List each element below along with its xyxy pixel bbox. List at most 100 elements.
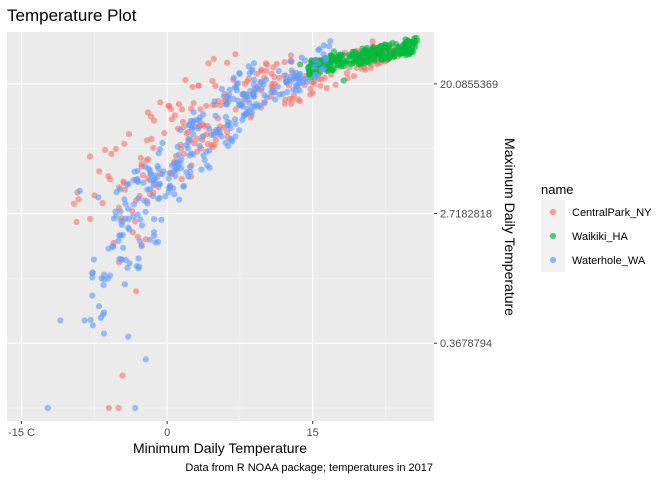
data-point-centralpark-ny: [195, 82, 202, 89]
data-point-centralpark-ny: [258, 66, 265, 73]
data-point-waterhole-wa: [150, 182, 157, 189]
data-point-waterhole-wa: [154, 163, 161, 170]
data-point-centralpark-ny: [168, 116, 176, 123]
data-point-waterhole-wa: [138, 243, 145, 250]
data-point-waterhole-wa: [118, 221, 125, 228]
data-point-centralpark-ny: [143, 157, 150, 164]
data-point-centralpark-ny: [271, 73, 278, 80]
data-point-waterhole-wa: [320, 51, 327, 58]
data-point-centralpark-ny: [350, 73, 357, 80]
data-point-waterhole-wa: [325, 43, 333, 50]
data-point-waterhole-wa: [95, 303, 103, 310]
data-point-centralpark-ny: [183, 130, 190, 137]
data-point-centralpark-ny: [190, 100, 197, 107]
data-point-centralpark-ny: [133, 288, 140, 295]
data-point-waterhole-wa: [134, 211, 141, 218]
data-point-waterhole-wa: [126, 226, 133, 233]
data-point-centralpark-ny: [318, 76, 325, 83]
data-point-waterhole-wa: [206, 125, 213, 132]
data-point-waikiki-ha: [329, 67, 336, 74]
data-point-waikiki-ha: [384, 45, 391, 52]
data-point-waterhole-wa: [294, 81, 301, 88]
data-point-waterhole-wa: [130, 201, 137, 208]
x-axis-label: Minimum Daily Temperature: [133, 440, 307, 456]
data-point-centralpark-ny: [75, 196, 82, 203]
data-point-waterhole-wa: [296, 87, 303, 94]
data-point-centralpark-ny: [121, 140, 128, 147]
data-point-centralpark-ny: [308, 79, 315, 86]
data-point-centralpark-ny: [287, 52, 295, 59]
data-point-waterhole-wa: [173, 159, 180, 166]
data-point-waterhole-wa: [100, 309, 108, 316]
data-point-waterhole-wa: [125, 215, 132, 222]
data-point-centralpark-ny: [217, 102, 224, 109]
data-point-waterhole-wa: [124, 181, 131, 188]
data-point-waikiki-ha: [305, 63, 312, 70]
chart-caption: Data from R NOAA package; temperatures i…: [185, 462, 433, 474]
data-point-waterhole-wa: [246, 99, 253, 106]
data-point-waterhole-wa: [288, 67, 295, 74]
data-point-centralpark-ny: [323, 84, 330, 92]
data-point-centralpark-ny: [343, 70, 350, 77]
data-point-centralpark-ny: [189, 83, 196, 90]
data-point-waikiki-ha: [404, 38, 412, 45]
data-point-centralpark-ny: [224, 59, 231, 66]
data-point-waterhole-wa: [95, 194, 102, 201]
data-point-waterhole-wa: [125, 205, 132, 212]
data-point-centralpark-ny: [157, 99, 164, 106]
data-point-centralpark-ny: [144, 109, 152, 116]
data-point-centralpark-ny: [137, 154, 144, 161]
data-point-waterhole-wa: [159, 139, 166, 146]
data-point-centralpark-ny: [332, 81, 339, 88]
data-point-waterhole-wa: [176, 196, 183, 203]
data-point-centralpark-ny: [286, 95, 293, 103]
data-point-centralpark-ny: [191, 140, 198, 147]
data-point-centralpark-ny: [70, 200, 78, 207]
data-point-centralpark-ny: [209, 78, 216, 85]
data-point-centralpark-ny: [150, 144, 157, 151]
data-point-waterhole-wa: [226, 86, 233, 93]
data-point-waterhole-wa: [137, 216, 144, 223]
data-point-waterhole-wa: [253, 101, 260, 108]
data-point-waterhole-wa: [201, 157, 208, 164]
data-point-centralpark-ny: [167, 106, 175, 113]
data-point-waterhole-wa: [253, 85, 260, 93]
data-point-waterhole-wa: [233, 80, 240, 87]
data-point-waterhole-wa: [327, 38, 334, 45]
legend-key-marker: [549, 256, 557, 264]
data-point-centralpark-ny: [317, 82, 324, 89]
grid-minor: [7, 32, 434, 421]
data-point-waikiki-ha: [340, 56, 347, 64]
data-point-centralpark-ny: [180, 150, 187, 157]
data-point-waterhole-wa: [157, 146, 164, 153]
legend: name CentralPark_NY Waikiki_HA Waterhole_W…: [541, 182, 652, 272]
data-point-waikiki-ha: [297, 61, 304, 68]
data-point-waterhole-wa: [112, 208, 119, 215]
data-point-waterhole-wa: [100, 330, 108, 337]
data-point-waterhole-wa: [190, 151, 197, 158]
data-point-waterhole-wa: [250, 81, 257, 88]
data-point-waikiki-ha: [327, 62, 334, 69]
data-point-waikiki-ha: [384, 55, 392, 63]
data-point-waterhole-wa: [287, 57, 294, 64]
data-point-centralpark-ny: [108, 150, 115, 157]
data-point-waterhole-wa: [162, 193, 169, 200]
data-point-waterhole-wa: [136, 263, 143, 270]
data-point-centralpark-ny: [121, 186, 128, 193]
data-point-waterhole-wa: [190, 131, 197, 138]
data-point-waterhole-wa: [243, 93, 250, 100]
data-point-centralpark-ny: [197, 106, 204, 113]
data-point-waterhole-wa: [122, 256, 129, 263]
plot-panel: [7, 32, 434, 421]
data-point-centralpark-ny: [182, 76, 189, 84]
chart-title: Temperature Plot: [7, 6, 137, 25]
data-point-waikiki-ha: [365, 50, 372, 58]
data-point-centralpark-ny: [290, 92, 297, 99]
data-point-waterhole-wa: [87, 316, 94, 323]
data-point-waikiki-ha: [405, 44, 412, 52]
data-point-waterhole-wa: [170, 185, 177, 192]
y-axis-ticks: 0.3678794 2.7182818 20.0855369: [434, 79, 498, 350]
data-point-waterhole-wa: [173, 166, 180, 173]
data-point-waterhole-wa: [89, 322, 96, 329]
